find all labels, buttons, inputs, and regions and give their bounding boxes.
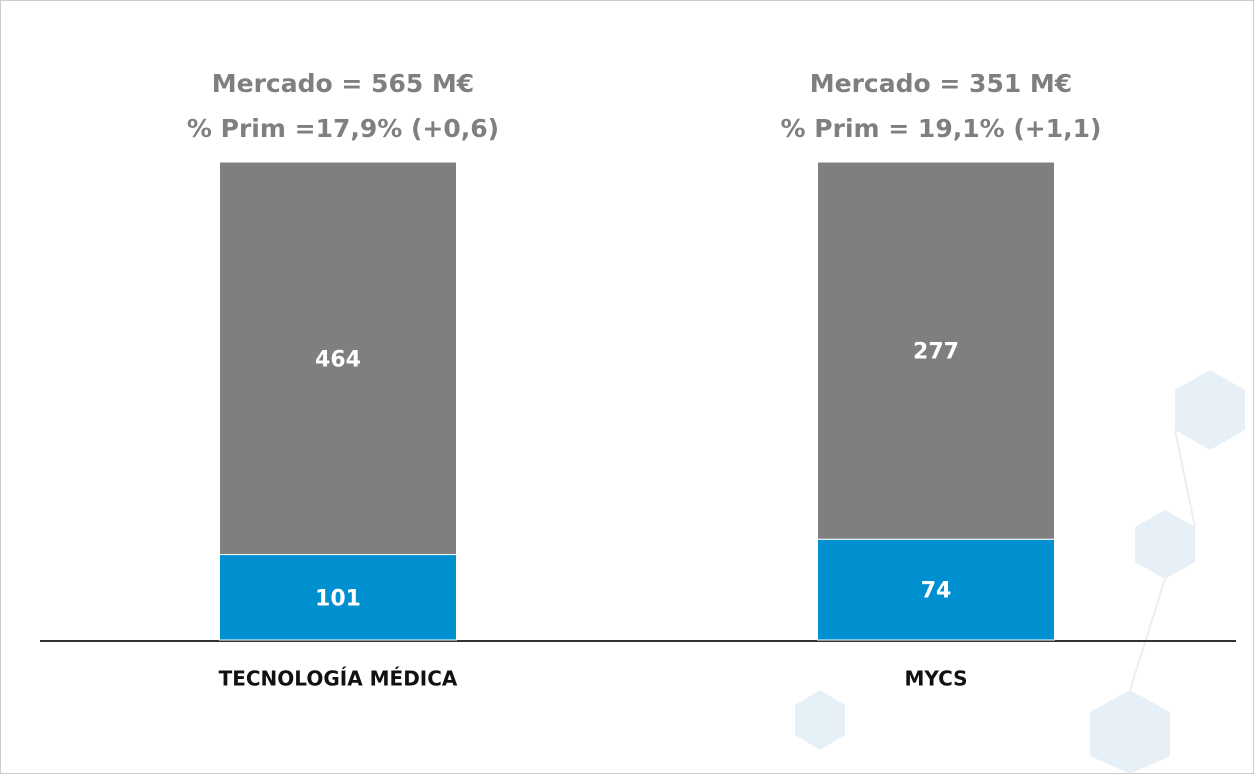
annotation: % Prim = 19,1% (+1,1) <box>781 114 1102 143</box>
annotation: Mercado = 351 M€ <box>810 69 1072 98</box>
x-tick-label: TECNOLOGÍA MÉDICA <box>219 667 458 691</box>
value-label: 74 <box>921 579 952 604</box>
x-tick-label: MYCS <box>904 667 967 691</box>
value-label: 464 <box>315 347 361 372</box>
chart: 101 464 TECNOLOGÍA MÉDICA Mercado = 565 M€%… <box>0 0 1254 774</box>
annotation: Mercado = 565 M€ <box>212 69 474 98</box>
value-label: 101 <box>315 586 361 611</box>
value-label: 277 <box>913 340 959 365</box>
annotation: % Prim =17,9% (+0,6) <box>187 114 499 143</box>
